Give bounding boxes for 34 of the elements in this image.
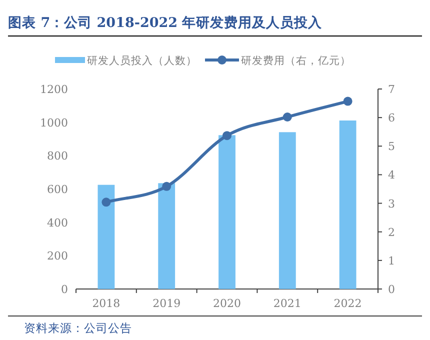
y-tick-label: 0 xyxy=(61,283,68,296)
point xyxy=(222,131,232,140)
y-tick-label: 200 xyxy=(47,250,68,263)
y2-tick-label: 0 xyxy=(388,283,395,296)
legend-label: 研发人员投入（人数） xyxy=(87,54,197,67)
y2-tick-label: 4 xyxy=(388,168,395,182)
y-tick-label: 1200 xyxy=(40,83,68,96)
bar xyxy=(278,132,296,289)
y-tick-label: 800 xyxy=(47,150,68,163)
text: 资料来源：公司公告 xyxy=(24,321,132,335)
point xyxy=(102,198,111,207)
y2-tick-label: 5 xyxy=(388,140,395,154)
y-tick-label: 1000 xyxy=(40,116,68,130)
y-tick-label: 600 xyxy=(47,183,68,196)
y2-tick-label: 6 xyxy=(388,112,395,125)
y-tick-label: 400 xyxy=(47,216,68,230)
x-tick-label: 2022 xyxy=(334,297,362,310)
bar xyxy=(339,120,356,289)
bar xyxy=(158,183,176,289)
y2-tick-label: 2 xyxy=(388,226,395,239)
x-tick-label: 2019 xyxy=(152,297,181,310)
bar xyxy=(98,184,115,289)
point xyxy=(162,182,172,191)
y2-tick-label: 7 xyxy=(388,83,395,96)
x-tick-label: 2018 xyxy=(92,297,120,310)
point xyxy=(282,112,292,122)
point xyxy=(343,96,352,106)
legend-label: 研发费用（右，亿元） xyxy=(241,54,351,67)
y2-tick-label: 3 xyxy=(388,197,395,210)
y2-tick-label: 1 xyxy=(388,254,395,268)
x-tick-label: 2020 xyxy=(213,297,241,310)
bar xyxy=(218,135,236,289)
x-tick-label: 2021 xyxy=(273,297,302,310)
chart-title: 图表 7：公司 2018-2022 年研发费用及人员投入 xyxy=(8,15,324,31)
